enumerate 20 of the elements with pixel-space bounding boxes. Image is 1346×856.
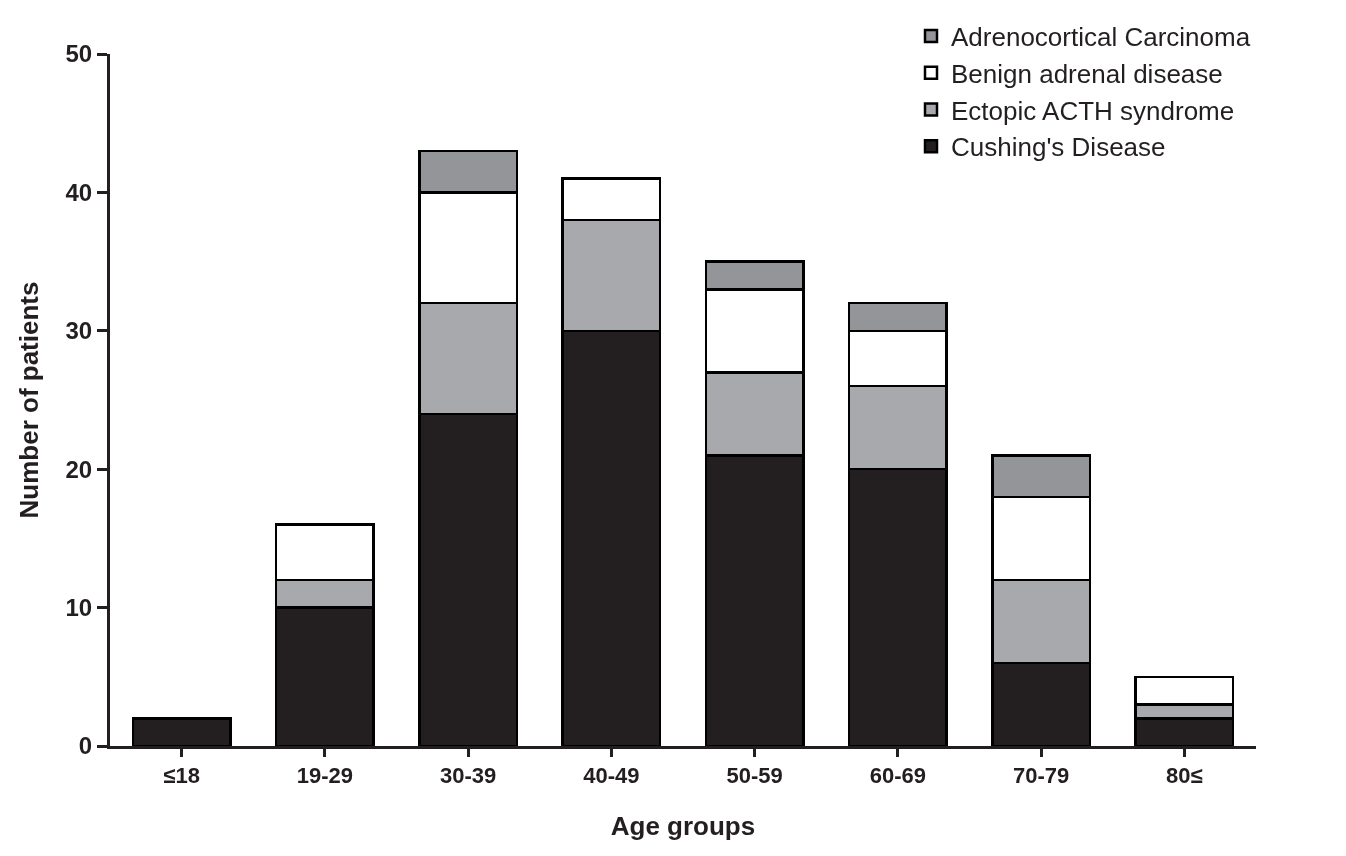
y-tick-label: 10 (65, 594, 93, 621)
y-tick-label: 0 (78, 732, 93, 760)
x-tick-label: 80≤ (1166, 763, 1203, 789)
legend-label: Benign adrenal disease (951, 58, 1223, 89)
x-tick-label: 40-49 (583, 763, 640, 789)
y-tick-label: 40 (65, 178, 93, 206)
y-tick-label: 50 (65, 40, 93, 68)
y-tick-label: 20 (65, 455, 93, 483)
x-axis-title: Age groups (610, 811, 756, 842)
legend-label: Adrenocortical Carcinoma (951, 22, 1251, 53)
y-axis-title: Number of patients (13, 281, 44, 519)
x-tick-label: 19-29 (296, 763, 354, 789)
x-tick-label: 70-79 (1012, 763, 1070, 789)
y-tick-label: 30 (65, 317, 93, 345)
x-tick-label: 60-69 (869, 763, 927, 789)
legend-label: Cushing's Disease (951, 132, 1166, 163)
x-tick-label: ≤18 (163, 763, 200, 789)
legend-label: Ectopic ACTH syndrome (951, 95, 1235, 126)
x-tick-label: 30-39 (439, 763, 497, 789)
x-tick-label: 50-59 (726, 763, 783, 789)
